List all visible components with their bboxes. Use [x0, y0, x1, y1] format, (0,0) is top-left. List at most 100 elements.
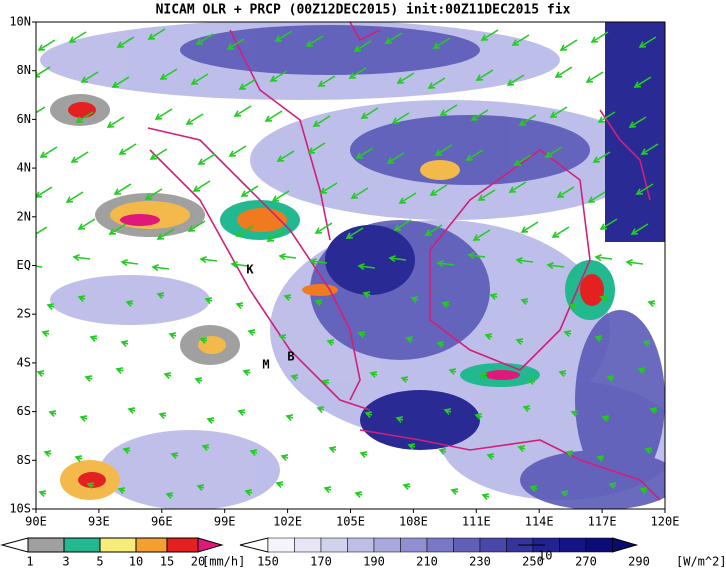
wind-arrow [479, 373, 488, 380]
y-tick-label: 8N [17, 63, 31, 77]
wind-arrow [637, 367, 646, 374]
olr-label: 150 [257, 555, 279, 569]
olr-label: 250 [522, 555, 544, 569]
wind-arrow [436, 260, 455, 268]
wind-arrow [158, 412, 167, 419]
wind-arrow [168, 332, 177, 339]
wind-arrow [228, 145, 247, 157]
wind-arrow [117, 487, 126, 494]
wind-arrow [113, 183, 132, 195]
wind-arrow [185, 113, 204, 125]
olr-low-end [239, 537, 269, 553]
wind-arrow [638, 36, 657, 48]
wind-arrow [89, 335, 98, 342]
olr-label: 190 [363, 555, 385, 569]
wind-arrow [439, 104, 458, 116]
wind-arrow [328, 446, 337, 453]
wind-arrow [405, 336, 414, 343]
wind-arrow [556, 186, 575, 198]
wind-arrow [77, 295, 86, 302]
wind-arrow [470, 109, 489, 121]
olr-high-end [612, 537, 639, 553]
wind-arrow [240, 185, 259, 197]
wind-arrow [321, 379, 330, 386]
wind-arrow [206, 417, 215, 424]
wind-arrow [36, 265, 43, 268]
olr-label: 170 [310, 555, 332, 569]
precipitation [50, 94, 615, 500]
wind-arrow [549, 106, 568, 118]
wind-arrow [75, 111, 94, 123]
title: NICAM OLR + PRCP (00Z12DEC2015) init:00Z… [156, 3, 571, 18]
wind-arrow [484, 333, 493, 340]
wind-arrow [36, 370, 45, 377]
wind-arrow [357, 331, 366, 338]
wind-arrow [410, 296, 419, 303]
wind-arrow [559, 39, 578, 51]
wind-arrow [307, 142, 326, 154]
wind-arrow [400, 376, 409, 383]
wind-arrow [283, 294, 292, 301]
y-tick-label: EQ [17, 258, 31, 272]
wind-arrow [424, 224, 443, 236]
wind-arrow [154, 108, 173, 120]
wind-arrow [77, 218, 96, 230]
wind-arrow [36, 106, 46, 114]
wind-arrow [192, 180, 211, 192]
wind-arrow [350, 187, 369, 199]
x-tick-label: 108E [399, 515, 428, 529]
wind-arrow [226, 38, 245, 50]
x-tick-label: 102E [273, 515, 302, 529]
wind-arrow [204, 297, 213, 304]
wind-arrow [111, 76, 130, 88]
wind-arrow [80, 71, 99, 83]
precip-label: 5 [96, 555, 103, 569]
y-tick-label: 2S [17, 307, 31, 321]
wind-arrow [635, 183, 654, 195]
wind-arrow [323, 486, 332, 493]
x-tick-label: 99E [214, 515, 236, 529]
wind-arrow [68, 31, 87, 43]
wind-arrow [506, 74, 525, 86]
wind-arrow [599, 218, 618, 230]
wind-arrow [628, 116, 647, 128]
wind-arrow [359, 451, 368, 458]
wind-arrow [596, 455, 605, 462]
y-tick-label: 4N [17, 161, 31, 175]
wind-arrow [170, 452, 179, 459]
wind-arrow [196, 484, 205, 491]
wind-arrow [369, 371, 378, 378]
wind-arrow [384, 32, 403, 44]
wind-arrow [647, 300, 656, 307]
wind-arrow [316, 406, 325, 413]
wind-arrow [515, 338, 524, 345]
y-tick-label: 10N [9, 15, 31, 29]
wind-arrow [46, 303, 55, 310]
wind-arrow [570, 410, 579, 417]
wind-arrow [432, 37, 451, 49]
wind-arrow [474, 413, 483, 420]
wind-arrow [429, 184, 448, 196]
wind-arrow [642, 340, 651, 347]
wind-arrow [264, 110, 283, 122]
wind-arrow [317, 75, 336, 87]
wind-arrow [644, 447, 653, 454]
precip-label: 10 [129, 555, 143, 569]
x-tick-label: 90E [25, 515, 47, 529]
olr-bin [559, 537, 587, 553]
wind-arrow [147, 28, 166, 40]
wind-arrow [70, 151, 89, 163]
wind-arrow [238, 78, 257, 90]
marker: B [287, 350, 294, 364]
wind-arrow [599, 295, 608, 302]
wind-arrow [118, 143, 137, 155]
wind-arrow [86, 482, 95, 489]
olr-bin [400, 537, 428, 553]
wind-arrow [544, 146, 563, 158]
wind-arrow [386, 152, 405, 164]
wind-arrow [37, 39, 56, 51]
wind-arrow [163, 372, 172, 379]
wind-arrow [364, 411, 373, 418]
wind-arrow [36, 186, 53, 198]
